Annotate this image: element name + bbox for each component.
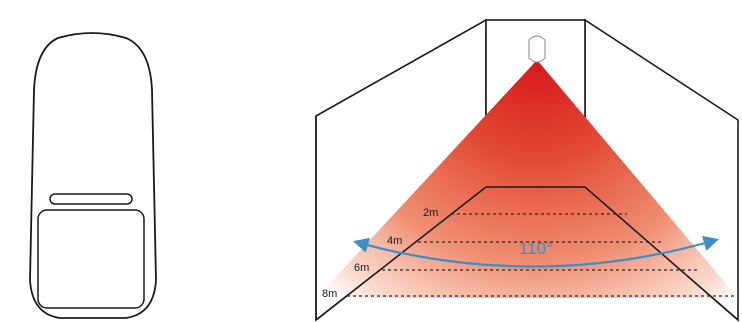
pir-sensor-device — [29, 32, 157, 319]
range-label-8m: 8m — [322, 288, 338, 300]
angle-arc-arrow-icon — [353, 236, 719, 268]
sensor-lens — [37, 209, 145, 309]
angle-label: 110° — [519, 239, 553, 258]
range-label-4m: 4m — [387, 235, 403, 247]
range-label-6m: 6m — [354, 262, 370, 274]
wall-mounted-sensor-icon — [528, 35, 546, 63]
sensor-slot — [49, 193, 133, 205]
range-label-2m: 2m — [423, 207, 439, 219]
